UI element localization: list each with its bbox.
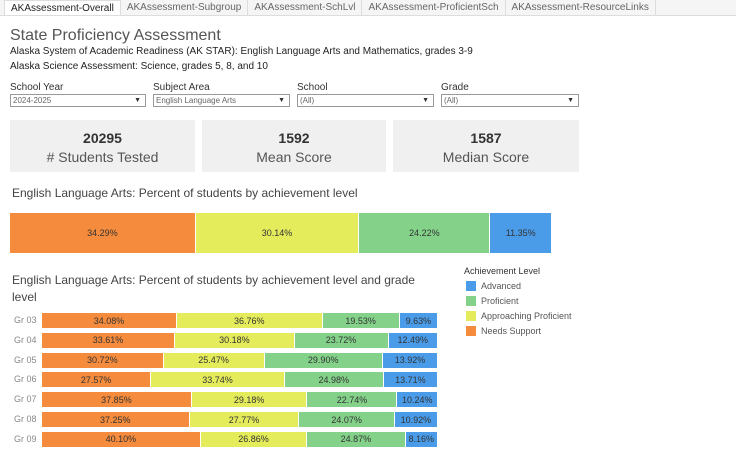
legend-swatch xyxy=(466,326,476,336)
dropdown-arrow-icon: ▼ xyxy=(278,97,285,104)
dropdown-arrow-icon: ▼ xyxy=(422,97,429,104)
bar-segment-needs-support[interactable]: 33.61% xyxy=(42,332,176,348)
filter-dropdown[interactable]: (All) ▼ xyxy=(441,94,579,107)
kpi-value: 1587 xyxy=(470,130,502,146)
bar-segment-advanced[interactable]: 10.92% xyxy=(394,412,439,427)
legend-item: Approaching Proficient xyxy=(466,311,572,321)
bar-segment-approaching-proficient[interactable]: 30.18% xyxy=(175,332,295,348)
bar-segment-advanced[interactable]: 12.49% xyxy=(388,332,438,348)
kpi-label: Mean Score xyxy=(256,149,332,165)
legend-item: Proficient xyxy=(466,296,519,306)
chart-title: English Language Arts: Percent of studen… xyxy=(12,273,415,304)
kpi-card: 1592 Mean Score xyxy=(202,120,386,172)
kpi-label: Median Score xyxy=(442,149,530,165)
bar-segment-approaching-proficient[interactable]: 25.47% xyxy=(163,352,265,368)
legend-label: Advanced xyxy=(481,281,522,291)
filter-value: (All) xyxy=(300,96,315,105)
legend-title: Achievement Level xyxy=(464,266,541,276)
tab-akassessment-schlvl[interactable]: AKAssessment-SchLvl xyxy=(248,0,363,15)
kpi-value: 20295 xyxy=(83,130,122,146)
filter-value: (All) xyxy=(444,96,459,105)
bar-segment-advanced[interactable]: 11.35% xyxy=(490,213,552,253)
bar-segment-advanced[interactable]: 13.92% xyxy=(382,352,439,368)
bar-segment-needs-support[interactable]: 37.85% xyxy=(42,392,192,408)
grade-label: Gr 03 xyxy=(14,315,37,325)
bar-segment-proficient[interactable]: 24.22% xyxy=(359,213,491,253)
legend-item: Advanced xyxy=(466,281,521,291)
grade-label: Gr 07 xyxy=(14,394,37,405)
legend-swatch xyxy=(466,281,476,291)
tab-akassessment-subgroup[interactable]: AKAssessment-Subgroup xyxy=(121,0,249,15)
kpi-card: 1587 Median Score xyxy=(393,120,579,172)
grade-label: Gr 06 xyxy=(14,374,37,385)
legend-swatch xyxy=(466,296,476,306)
bar-segment-advanced[interactable]: 13.71% xyxy=(383,372,438,388)
tab-akassessment-overall[interactable]: AKAssessment-Overall xyxy=(4,0,121,15)
bar-segment-approaching-proficient[interactable]: 30.14% xyxy=(195,213,360,253)
page-title: State Proficiency Assessment xyxy=(10,27,221,44)
bar-segment-needs-support[interactable]: 34.08% xyxy=(42,313,177,328)
filter-label: Subject Area xyxy=(153,82,210,93)
bar-segment-needs-support[interactable]: 27.57% xyxy=(42,372,152,388)
subtitle: Alaska System of Academic Readiness (AK … xyxy=(10,46,473,57)
legend-swatch xyxy=(466,311,476,321)
filter-label: School xyxy=(297,82,328,93)
legend-label: Approaching Proficient xyxy=(481,311,572,321)
tab-akassessment-proficientsch[interactable]: AKAssessment-ProficientSch xyxy=(362,0,506,15)
bar-segment-proficient[interactable]: 23.72% xyxy=(294,332,389,348)
bar-segment-needs-support[interactable]: 30.72% xyxy=(42,352,164,368)
grade-label: Gr 05 xyxy=(14,354,37,365)
bar-segment-needs-support[interactable]: 40.10% xyxy=(42,431,201,447)
bar-segment-approaching-proficient[interactable]: 33.74% xyxy=(151,372,285,388)
bar-segment-proficient[interactable]: 19.53% xyxy=(322,313,400,328)
bar-segment-advanced[interactable]: 8.16% xyxy=(405,431,438,447)
grade-label: Gr 09 xyxy=(14,433,37,444)
filter-value: 2024-2025 xyxy=(13,96,52,105)
bar-segment-proficient[interactable]: 29.90% xyxy=(264,352,383,368)
dropdown-arrow-icon: ▼ xyxy=(134,97,141,104)
bar-segment-proficient[interactable]: 22.74% xyxy=(307,392,398,408)
bar-segment-proficient[interactable]: 24.98% xyxy=(284,372,384,388)
tab-bar: AKAssessment-Overall AKAssessment-Subgrou… xyxy=(0,0,736,16)
grade-label: Gr 08 xyxy=(14,414,37,424)
bar-segment-approaching-proficient[interactable]: 27.77% xyxy=(189,412,300,427)
bar-segment-advanced[interactable]: 9.63% xyxy=(399,313,438,328)
filter-label: Grade xyxy=(441,82,469,93)
filter-label: School Year xyxy=(10,82,64,93)
tab-akassessment-resourcelinks[interactable]: AKAssessment-ResourceLinks xyxy=(506,0,656,15)
dropdown-arrow-icon: ▼ xyxy=(567,97,574,104)
legend-item: Needs Support xyxy=(466,326,541,336)
bar-segment-approaching-proficient[interactable]: 36.76% xyxy=(176,313,323,328)
kpi-label: # Students Tested xyxy=(46,149,159,165)
subtitle: Alaska Science Assessment: Science, grad… xyxy=(10,61,268,72)
bar-segment-needs-support[interactable]: 34.29% xyxy=(10,213,196,253)
filter-value: English Language Arts xyxy=(156,96,237,105)
bar-segment-approaching-proficient[interactable]: 26.86% xyxy=(200,431,308,447)
kpi-value: 1592 xyxy=(278,130,310,146)
bar-segment-needs-support[interactable]: 37.25% xyxy=(42,412,190,427)
bar-segment-proficient[interactable]: 24.07% xyxy=(299,412,395,427)
bar-segment-approaching-proficient[interactable]: 29.18% xyxy=(191,392,308,408)
bar-segment-advanced[interactable]: 10.24% xyxy=(397,392,439,408)
chart-title: English Language Arts: Percent of studen… xyxy=(12,186,358,200)
kpi-card: 20295 # Students Tested xyxy=(10,120,195,172)
bar-segment-proficient[interactable]: 24.87% xyxy=(307,431,406,447)
grade-label: Gr 04 xyxy=(14,334,37,345)
filter-dropdown[interactable]: English Language Arts ▼ xyxy=(153,94,290,107)
filter-dropdown[interactable]: (All) ▼ xyxy=(297,94,434,107)
legend-label: Needs Support xyxy=(481,326,542,336)
legend-label: Proficient xyxy=(481,296,519,306)
filter-dropdown[interactable]: 2024-2025 ▼ xyxy=(10,94,146,107)
